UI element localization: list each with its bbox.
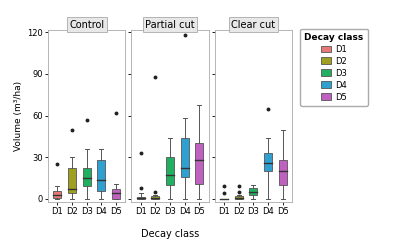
Bar (235, 196, 243, 199)
Text: Partial cut: Partial cut (145, 19, 195, 30)
Bar (68, 169, 76, 193)
Bar (278, 160, 286, 185)
Bar (137, 197, 145, 199)
Bar (152, 196, 160, 199)
Bar (166, 157, 174, 185)
Bar (112, 189, 120, 199)
Bar (97, 160, 105, 191)
Bar (54, 191, 62, 198)
Legend: D1, D2, D3, D4, D5: D1, D2, D3, D4, D5 (300, 29, 368, 106)
Text: Clear cut: Clear cut (231, 19, 276, 30)
Bar (180, 138, 188, 177)
Bar (264, 153, 272, 171)
Y-axis label: Volume (m³/ha): Volume (m³/ha) (14, 80, 23, 151)
Text: Decay class: Decay class (141, 229, 199, 239)
Bar (249, 188, 257, 195)
Bar (83, 169, 91, 186)
Text: Control: Control (69, 19, 104, 30)
Bar (195, 143, 203, 184)
